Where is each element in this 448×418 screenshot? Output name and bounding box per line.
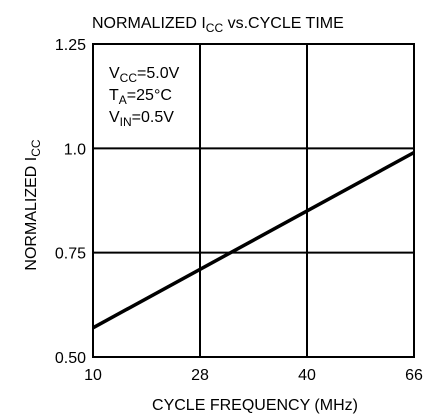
y-axis-label-sub: CC <box>29 139 43 157</box>
y-tick-label: 0.50 <box>55 350 86 367</box>
x-tick-labels: 10 28 40 66 <box>84 367 423 384</box>
x-axis-label: CYCLE FREQUENCY (MHz) <box>152 397 358 414</box>
conditions-annotation: VCC=5.0V TA=25°C VIN=0.5V <box>109 65 180 129</box>
y-tick-label: 1.0 <box>64 141 86 158</box>
y-axis-label: NORMALIZED ICC <box>23 139 43 270</box>
plot-area <box>92 43 415 358</box>
grid-layer <box>93 44 414 357</box>
series-line <box>92 150 415 330</box>
annotation-vcc: VCC=5.0V <box>109 65 180 85</box>
annotation-vin: VIN=0.5V <box>109 109 174 129</box>
x-tick-label: 66 <box>405 367 423 384</box>
x-tick-label: 10 <box>84 367 102 384</box>
chart-title-main: NORMALIZED I <box>92 15 206 32</box>
chart-title-rest: vs.CYCLE TIME <box>223 15 344 32</box>
chart-title-sub: CC <box>206 21 224 35</box>
annotation-ta: TA=25°C <box>109 87 172 107</box>
y-tick-labels: 0.50 0.75 1.0 1.25 <box>55 37 86 367</box>
y-tick-label: 1.25 <box>55 37 86 54</box>
y-tick-label: 0.75 <box>55 246 86 263</box>
y-axis-label-main: NORMALIZED I <box>23 157 40 271</box>
series-layer <box>92 150 415 330</box>
x-tick-label: 28 <box>191 367 209 384</box>
x-tick-label: 40 <box>298 367 316 384</box>
chart-title: NORMALIZED ICC vs.CYCLE TIME <box>92 15 344 35</box>
